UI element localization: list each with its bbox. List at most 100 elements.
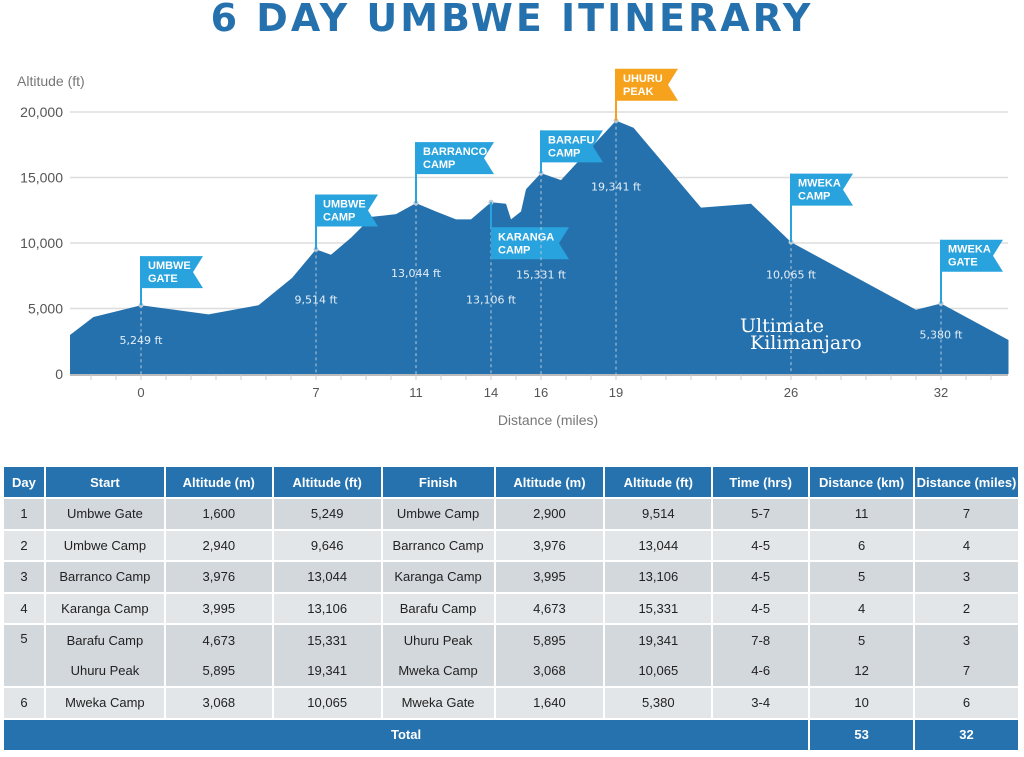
table-cell: 3 [4,560,46,593]
table-cell: 4-5 [712,591,811,624]
table-cell: 4-5 [712,560,811,593]
column-header: Altitude (ft) [272,467,383,498]
table-cell: 4-6 [712,655,811,687]
total-cell: 53 [809,717,916,750]
x-tick-label: 16 [534,385,548,400]
column-header: Altitude (ft) [604,467,714,498]
flag-label: CAMP [423,159,455,171]
y-tick-label: 15,000 [20,170,63,186]
altitude-profile-chart: Altitude (ft) Distance (miles) 0 5,000 10,… [17,68,1009,428]
page-title: 6 DAY UMBWE ITINERARY [210,0,814,40]
x-tick-label: 7 [312,385,319,400]
table-cell: 4 [4,591,46,624]
column-header: Altitude (m) [494,467,606,498]
table-cell: 2,900 [494,497,606,530]
y-tick-label: 10,000 [20,235,63,251]
flag-banner [416,142,494,175]
table-cell: Mweka Camp [44,686,166,719]
flag-label: UMBWE [323,199,366,211]
table-cell: 10,065 [272,686,383,719]
altitude-label: 13,106 ft [466,293,517,306]
flag-label: GATE [948,257,978,269]
table-cell: 15,331 [272,623,383,656]
column-header: Altitude (m) [164,467,274,498]
column-header: Time (hrs) [712,467,811,498]
table-cell: 11 [809,497,916,530]
column-header: Start [44,467,166,498]
column-header: Day [4,467,46,498]
table-cell: 2,940 [164,528,274,561]
table-cell: 5,895 [494,623,606,656]
table-cell: 4 [809,591,916,624]
table-cell: 3,995 [494,560,606,593]
column-header: Distance (miles) [914,467,1020,498]
x-tick-label: 19 [609,385,623,400]
flag-label: BARAFU [548,134,594,146]
table-cell: Barranco Camp [381,528,496,561]
flag-banner [491,227,569,260]
flag-label: CAMP [323,212,355,224]
table-row: 2 Umbwe Camp 2,940 9,646 Barranco Camp 3,976 1… [4,528,1020,561]
flag-label: MWEKA [798,178,841,190]
table-cell: Karanga Camp [44,591,166,624]
table-cell: 4,673 [494,591,606,624]
y-tick-label: 5,000 [28,301,63,317]
table-cell: Barafu Camp [44,623,166,656]
flag-banner [541,130,603,163]
table-cell: Umbwe Camp [381,497,496,530]
table-cell: Umbwe Camp [44,528,166,561]
flag-label: MWEKA [948,244,991,256]
table-cell: Karanga Camp [381,560,496,593]
table-cell: 1,600 [164,497,274,530]
table-cell: 19,341 [604,623,714,656]
flag-banner [141,256,203,289]
table-cell: 13,106 [272,591,383,624]
ultimate-kilimanjaro-logo: Ultimate Kilimanjaro [740,315,862,354]
table-row: 6 Mweka Camp 3,068 10,065 Mweka Gate 1,640 5,3… [4,686,1020,719]
flag-label: KARANGA [498,231,554,243]
itinerary-table: Day Start Altitude (m) Altitude (ft) Finish A… [4,467,1020,750]
table-cell: 1,640 [494,686,606,719]
altitude-label: 13,044 ft [391,267,442,280]
table-cell: 19,341 [272,655,383,687]
table-cell: 13,044 [272,560,383,593]
table-cell: 3,976 [164,560,274,593]
table-cell: 5-7 [712,497,811,530]
svg-text:Ultimate: Ultimate [740,315,824,337]
svg-text:Kilimanjaro: Kilimanjaro [750,332,862,354]
table-cell: Mweka Gate [381,686,496,719]
flag-label: CAMP [548,147,580,159]
table-cell: 7 [914,497,1020,530]
table-cell: 12 [809,655,916,687]
x-tick-label: 11 [409,385,423,400]
table-cell: 6 [4,686,46,719]
flag-banner [616,68,678,101]
table-cell: 3,068 [164,686,274,719]
y-axis-label: Altitude (ft) [17,73,85,89]
table-cell: 7 [914,655,1020,687]
table-cell: Uhuru Peak [44,655,166,687]
table-cell: 5,380 [604,686,714,719]
altitude-label: 5,380 ft [920,329,964,342]
table-cell: 10,065 [604,655,714,687]
table-cell: 3 [914,560,1020,593]
x-tick-label: 14 [484,385,498,400]
table-cell: 6 [809,528,916,561]
table-cell: 15,331 [604,591,714,624]
table-cell: 2 [914,591,1020,624]
table-cell: 4 [914,528,1020,561]
flag-label: UHURU [623,73,663,85]
total-cell: 32 [914,717,1020,750]
table-cell: 13,044 [604,528,714,561]
flag-label: BARRANCO [423,146,488,158]
table-cell: 3,995 [164,591,274,624]
flag-banner [316,194,378,227]
table-cell: Mweka Camp [381,655,496,687]
